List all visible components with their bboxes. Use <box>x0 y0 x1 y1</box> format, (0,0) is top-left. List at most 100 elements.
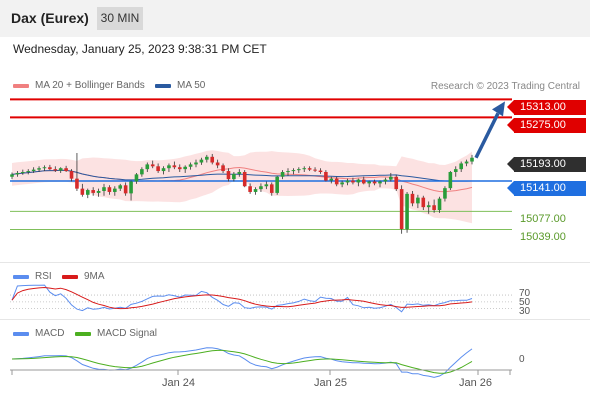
candle <box>194 162 198 165</box>
macd-line <box>11 347 473 378</box>
legend-rsi: RSI <box>13 271 52 282</box>
ma50-line <box>11 169 473 182</box>
candle <box>123 185 128 194</box>
candle <box>259 186 263 190</box>
candle <box>80 188 85 195</box>
candle <box>345 180 350 183</box>
forecast-arrowhead <box>492 101 505 117</box>
chart-header: Dax (Eurex) 30 MIN <box>0 0 590 37</box>
resistance-label-2: 15275.00 <box>507 118 586 133</box>
candle <box>340 182 344 185</box>
rsi-ma-swatch <box>62 274 78 279</box>
rsi-level-50: 50 <box>519 297 531 308</box>
candle <box>134 174 139 182</box>
rsi-label: RSI <box>35 271 52 282</box>
candle <box>150 164 155 167</box>
rsi-ma-line <box>11 286 473 310</box>
candle <box>210 156 215 163</box>
candle <box>107 187 112 192</box>
candle <box>10 174 14 177</box>
candle <box>367 181 371 184</box>
candle <box>221 165 225 172</box>
candle <box>156 166 160 172</box>
candle <box>113 188 117 192</box>
instrument-title: Dax (Eurex) <box>11 10 89 26</box>
candle <box>183 166 187 170</box>
candle <box>443 188 447 199</box>
legend-rsi-ma: 9MA <box>62 271 105 282</box>
candle <box>459 163 463 170</box>
candle <box>356 179 361 183</box>
candle <box>351 180 355 183</box>
candle <box>102 187 106 191</box>
candle <box>129 181 133 194</box>
divider <box>0 319 590 320</box>
candle <box>383 179 388 182</box>
legend-ma50: MA 50 <box>155 80 205 91</box>
candle <box>31 169 36 172</box>
rsi-ma-label: 9MA <box>84 271 105 282</box>
timeframe-badge[interactable]: 30 MIN <box>97 7 143 30</box>
current-price-label: 15193.00 <box>507 157 586 172</box>
candle <box>275 176 279 193</box>
candle <box>399 189 404 229</box>
candle <box>318 170 323 172</box>
candle <box>232 173 236 180</box>
candle <box>161 168 166 172</box>
candle <box>145 164 150 170</box>
candle <box>48 167 52 170</box>
candle <box>118 185 123 189</box>
candle <box>470 157 474 162</box>
candle <box>448 172 453 189</box>
candle <box>313 169 317 171</box>
ma20-label: MA 20 + Bollinger Bands <box>35 80 145 91</box>
ma20-swatch <box>13 83 29 88</box>
candle <box>297 169 301 171</box>
candle <box>58 168 63 171</box>
x-tick-label: Jan 24 <box>162 377 196 389</box>
macd-signal-swatch <box>75 331 91 336</box>
resistance-label-1: 15313.00 <box>507 100 586 115</box>
candle <box>75 178 79 189</box>
macd-label: MACD <box>35 328 65 339</box>
candle <box>172 165 177 168</box>
candle <box>215 162 220 166</box>
pivot-label: 15141.00 <box>507 181 586 196</box>
candle <box>253 189 258 192</box>
source-credit: Research © 2023 Trading Central <box>430 81 580 92</box>
candle <box>302 168 307 170</box>
candle <box>307 168 312 170</box>
candle <box>53 169 58 171</box>
candle <box>42 167 47 169</box>
candle <box>389 176 393 180</box>
legend-ma20: MA 20 + Bollinger Bands <box>13 80 145 91</box>
candle <box>64 168 68 172</box>
candle <box>85 190 90 195</box>
candle <box>410 193 415 204</box>
candle <box>280 172 285 177</box>
candle <box>226 171 231 180</box>
candle <box>264 184 269 187</box>
candle <box>324 172 328 181</box>
divider <box>0 262 590 263</box>
candle <box>237 172 242 174</box>
candle <box>248 186 252 192</box>
candle <box>432 205 436 210</box>
rsi-level-70: 70 <box>519 288 531 299</box>
x-tick-label: Jan 25 <box>314 377 348 389</box>
ma50-swatch <box>155 83 171 88</box>
candle <box>464 161 469 164</box>
macd-signal-line <box>11 349 473 374</box>
candle <box>329 178 334 181</box>
support-label-2: 15039.00 <box>520 231 566 243</box>
candle <box>96 191 101 193</box>
candle <box>286 171 290 173</box>
rsi-swatch <box>13 274 29 279</box>
candle <box>437 198 442 210</box>
candle <box>405 193 409 229</box>
candle <box>188 164 193 167</box>
ma50-label: MA 50 <box>177 80 206 91</box>
macd-signal-label: MACD Signal <box>97 328 158 339</box>
macd-zero-label: 0 <box>519 354 525 365</box>
candle <box>378 181 382 184</box>
